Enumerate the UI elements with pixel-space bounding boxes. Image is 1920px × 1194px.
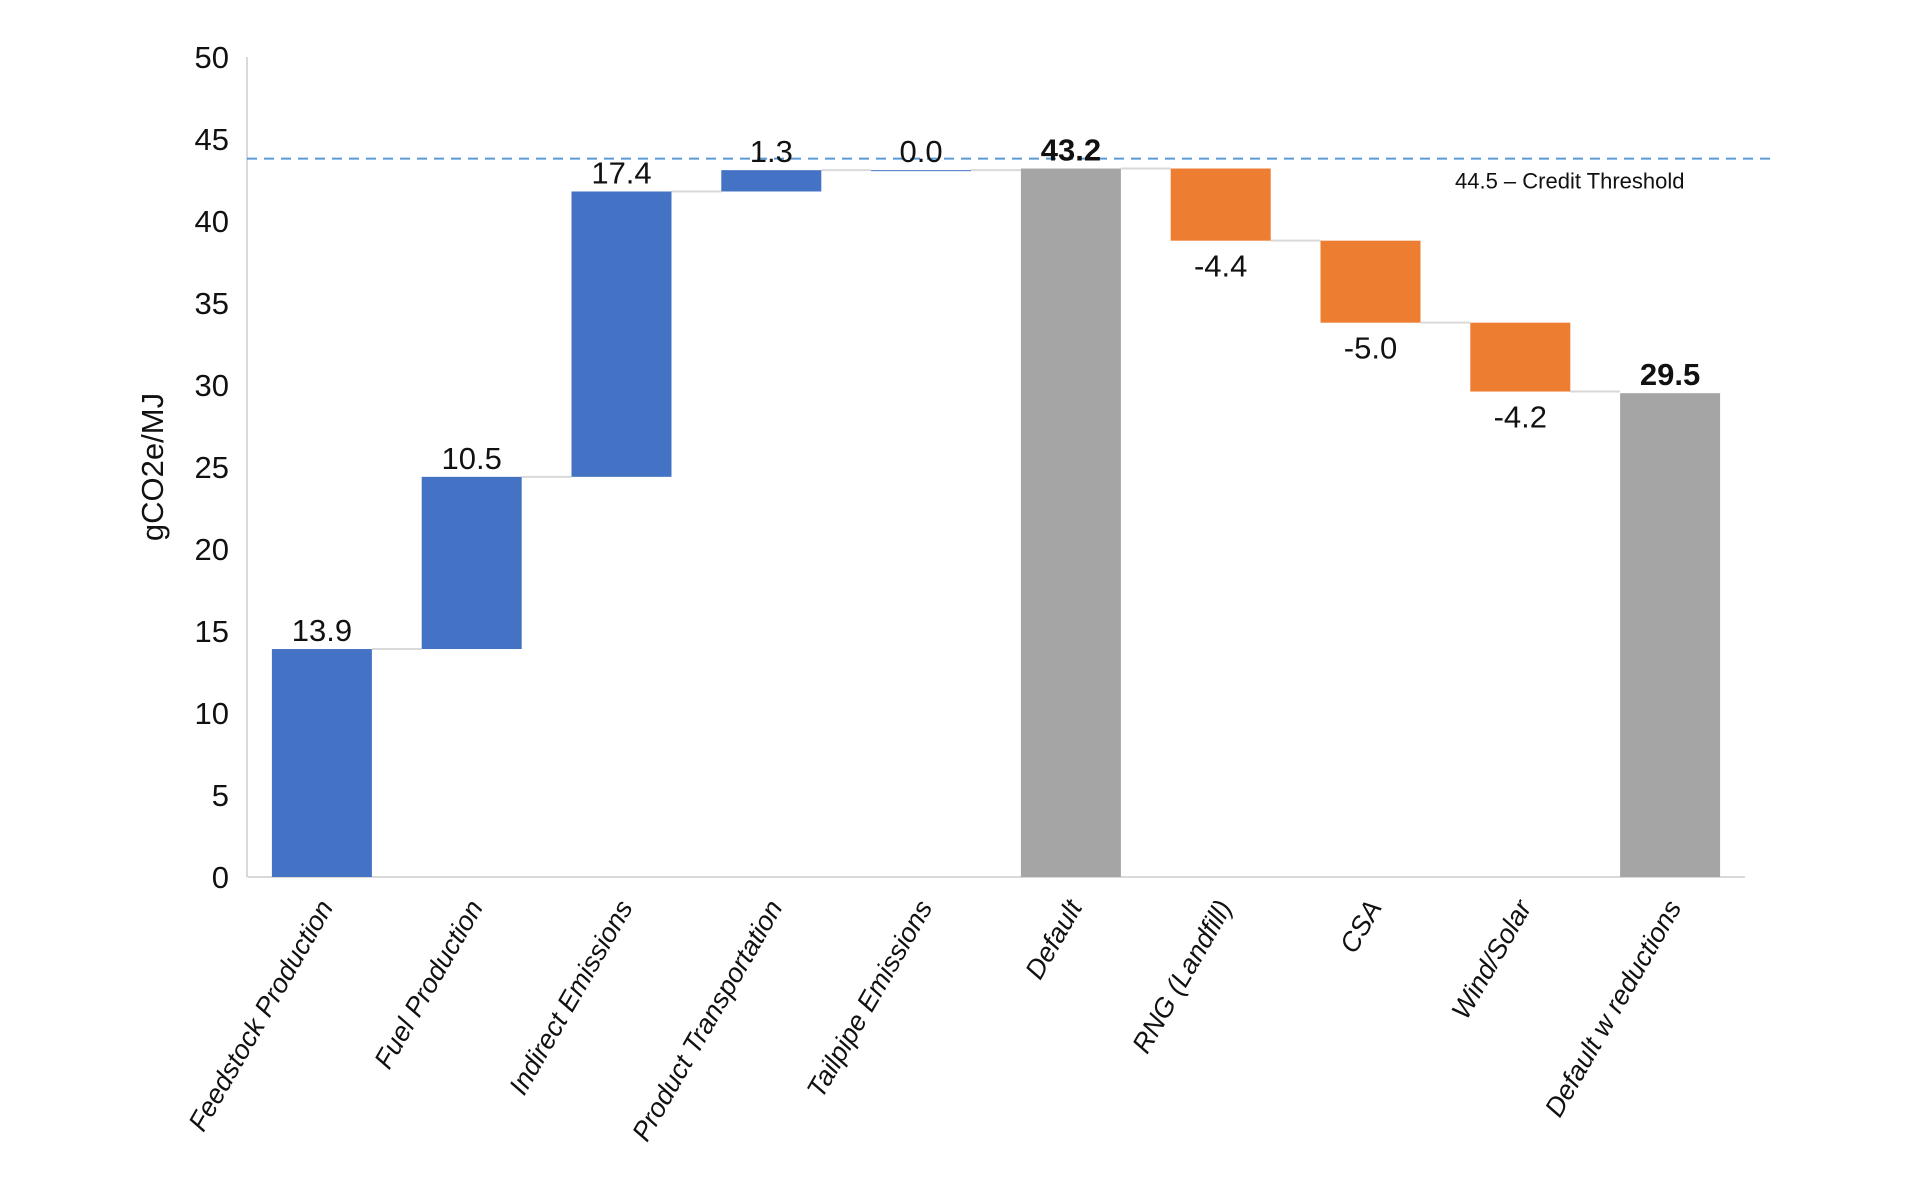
bar-default-w-reductions [1620, 393, 1721, 877]
bar-rng-landfill [1170, 168, 1271, 241]
x-tick-label: Product Transportation [626, 895, 788, 1146]
data-label: 10.5 [442, 441, 502, 476]
y-tick-label: 40 [195, 204, 229, 239]
x-tick-label: Default [1019, 894, 1089, 984]
bar-csa [1320, 240, 1421, 323]
data-label: 13.9 [292, 613, 352, 648]
bar-wind-solar [1470, 322, 1571, 392]
bar-tailpipe-emissions [871, 170, 972, 172]
x-axis-category-labels: Feedstock Production Fuel Production Indir… [183, 894, 1688, 1146]
data-labels: 13.9 10.5 17.4 1.3 0.0 43.2 -4.4 -5.0 -4.2 29.5 [292, 133, 1701, 649]
data-label: -4.4 [1194, 249, 1247, 284]
data-label: 1.3 [750, 134, 793, 169]
y-tick-label: 0 [212, 860, 229, 895]
credit-threshold: 44.5 – Credit Threshold [247, 157, 1770, 194]
y-tick-label: 25 [195, 450, 229, 485]
x-tick-label: Fuel Production [368, 895, 489, 1074]
y-tick-label: 45 [195, 122, 229, 157]
bar-fuel-production [421, 476, 522, 650]
x-tick-label: Tailpipe Emissions [801, 895, 938, 1103]
y-tick-label: 10 [195, 696, 229, 731]
bar-feedstock-production [271, 649, 372, 877]
y-tick-label: 20 [195, 532, 229, 567]
y-axis-ticks: 0 5 10 15 20 25 30 35 40 45 50 [195, 40, 229, 895]
x-tick-label: Feedstock Production [183, 895, 340, 1136]
x-tick-label: RNG (Landfill) [1126, 895, 1238, 1058]
bar-default [1020, 168, 1121, 877]
y-axis-title: gCO2e/MJ [135, 393, 170, 541]
x-tick-label: CSA [1334, 895, 1388, 958]
connector-lines [371, 167, 1621, 651]
y-tick-label: 30 [195, 368, 229, 403]
y-tick-label: 35 [195, 286, 229, 321]
y-tick-label: 15 [195, 614, 229, 649]
x-tick-label: Default w reductions [1539, 895, 1687, 1122]
data-label: -4.2 [1494, 400, 1547, 435]
y-tick-label: 50 [195, 40, 229, 75]
data-label: 43.2 [1041, 133, 1101, 168]
y-tick-label: 5 [212, 778, 229, 813]
data-label: 17.4 [591, 155, 651, 190]
bar-indirect-emissions [571, 191, 672, 477]
x-tick-label: Indirect Emissions [503, 895, 639, 1100]
data-label: 29.5 [1640, 357, 1700, 392]
data-label: -5.0 [1344, 331, 1397, 366]
bars [271, 168, 1721, 877]
bar-product-transportation [721, 170, 822, 192]
data-label: 0.0 [900, 134, 943, 169]
threshold-label: 44.5 – Credit Threshold [1455, 169, 1685, 194]
x-tick-label: Wind/Solar [1446, 894, 1538, 1024]
